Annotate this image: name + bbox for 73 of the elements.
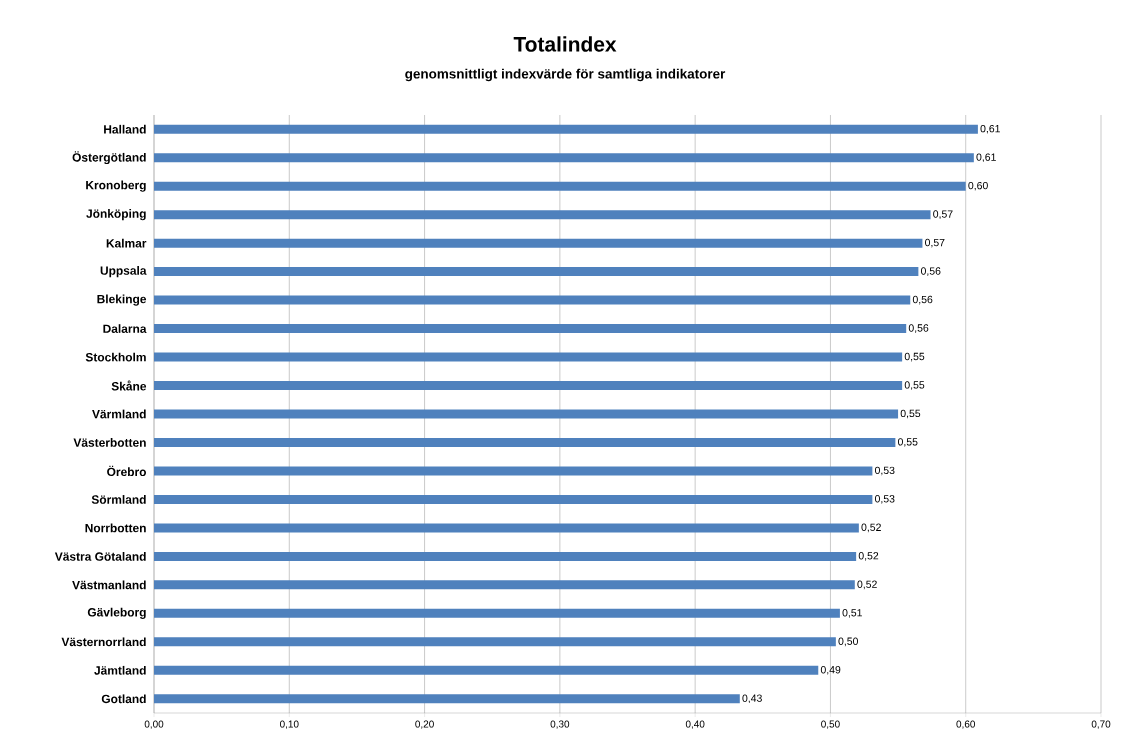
bar <box>154 466 873 476</box>
y-tick-label: Blekinge <box>97 294 147 306</box>
data-label: 0,53 <box>874 466 895 476</box>
bar <box>154 694 740 704</box>
bar <box>154 210 931 220</box>
bar <box>154 352 903 362</box>
bar <box>154 409 899 419</box>
data-label: 0,57 <box>925 238 945 248</box>
data-label: 0,55 <box>900 409 921 419</box>
bar <box>154 608 840 618</box>
data-label: 0,55 <box>904 352 925 362</box>
x-tick-label: 0,00 <box>144 720 164 729</box>
y-tick-label: Halland <box>104 124 146 134</box>
y-tick-label: Dalarna <box>103 324 147 333</box>
bar <box>154 523 859 533</box>
bar <box>154 637 836 647</box>
data-label: 0,50 <box>838 637 858 647</box>
bar <box>154 665 819 675</box>
bar <box>154 580 855 590</box>
y-tick-label: Uppsala <box>100 266 147 278</box>
chart-subtitle: genomsnittligt indexvärde för samtliga indikatorer <box>405 68 726 82</box>
data-label: 0,55 <box>897 438 918 447</box>
y-tick-label: Gotland <box>101 694 146 704</box>
data-label: 0,56 <box>912 295 933 305</box>
x-tick-label: 0,70 <box>1091 720 1111 729</box>
x-tick-label: 0,20 <box>415 720 434 729</box>
data-label: 0,61 <box>980 124 1000 134</box>
data-label: 0,53 <box>874 495 895 504</box>
data-label: 0,51 <box>842 609 862 618</box>
bar <box>154 381 903 391</box>
x-tick-label: 0,60 <box>956 720 976 729</box>
bar <box>154 437 896 447</box>
bar <box>154 124 978 134</box>
y-tick-label: Norrbotten <box>85 523 146 533</box>
x-tick-label: 0,40 <box>685 720 705 729</box>
chart-title: Totalindex <box>513 36 617 52</box>
data-label: 0,55 <box>904 381 925 390</box>
x-tick-label: 0,10 <box>279 720 299 729</box>
data-label: 0,49 <box>820 665 841 675</box>
data-label: 0,52 <box>861 523 881 533</box>
y-tick-label: Västernorrland <box>61 637 146 647</box>
data-label: 0,60 <box>968 181 988 191</box>
data-label: 0,52 <box>857 580 877 590</box>
y-tick-label: Kronoberg <box>86 180 146 192</box>
bar <box>154 551 857 561</box>
bar <box>154 267 919 277</box>
y-tick-label: Stockholm <box>85 352 146 362</box>
x-tick-label: 0,50 <box>821 720 840 729</box>
data-label: 0,43 <box>742 694 762 704</box>
bar <box>154 295 911 305</box>
data-label: 0,56 <box>908 324 929 333</box>
y-tick-label: Jämtland <box>94 665 146 675</box>
bar <box>154 181 966 191</box>
bar <box>154 238 923 248</box>
bar <box>154 153 974 163</box>
data-label: 0,57 <box>933 210 953 219</box>
bar <box>154 494 873 504</box>
y-tick-label: Västra Götaland <box>54 552 146 561</box>
y-tick-label: Skåne <box>111 380 147 391</box>
y-tick-label: Sörmland <box>91 495 146 504</box>
data-label: 0,52 <box>858 552 879 561</box>
y-tick-label: Västerbotten <box>73 438 146 447</box>
y-tick-label: Västmanland <box>72 580 146 590</box>
y-tick-label: Örebro <box>107 465 146 477</box>
y-tick-label: Östergötland <box>72 151 146 165</box>
y-tick-label: Kalmar <box>106 238 147 248</box>
bar <box>154 324 907 334</box>
data-label: 0,61 <box>976 153 996 163</box>
y-tick-label: Jönköping <box>86 209 146 221</box>
y-tick-label: Värmland <box>92 409 146 419</box>
x-tick-label: 0,30 <box>550 720 570 729</box>
y-tick-label: Gävleborg <box>87 607 146 619</box>
data-label: 0,56 <box>920 267 941 276</box>
